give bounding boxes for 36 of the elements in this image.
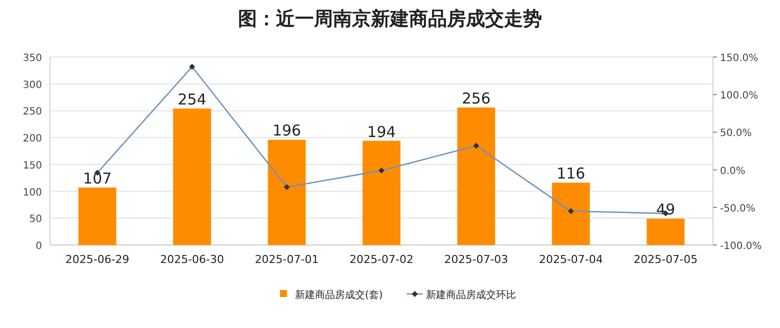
y2-tick-label: 150.0% [720,53,758,64]
bar [268,140,306,245]
legend-label: 新建商品房成交环比 [426,289,516,301]
y2-tick-label: -100.0% [720,241,762,252]
y-tick-label: 250 [22,106,42,118]
legend-label: 新建商品房成交(套) [295,289,383,301]
x-tick-label: 2025-07-05 [634,253,698,266]
y-tick-label: 50 [29,214,42,226]
x-tick-label: 2025-07-02 [350,253,414,266]
bar [457,107,496,245]
bar [78,188,116,245]
y2-tick-label: -50.0% [720,203,756,214]
data-label: 194 [367,122,396,141]
x-tick-label: 2025-07-03 [444,253,508,266]
bar [552,182,590,245]
data-label: 254 [178,90,206,109]
y-tick-label: 150 [22,160,42,172]
data-label: 256 [462,89,491,108]
bar [173,108,212,245]
x-tick-label: 2025-07-01 [254,253,319,266]
bar [362,140,400,245]
data-label: 116 [556,164,586,183]
x-tick-label: 2025-06-29 [65,253,130,266]
y-tick-label: 0 [36,241,42,252]
y-tick-label: 100 [22,187,42,198]
y2-tick-label: 0.0% [720,166,746,177]
y2-tick-label: 100.0% [720,90,758,102]
x-tick-label: 2025-07-04 [538,253,603,266]
y-tick-label: 300 [22,80,42,91]
bar [646,218,685,245]
x-tick-label: 2025-06-30 [160,253,224,266]
y-tick-label: 350 [22,53,42,64]
chart-title: 图：近一周南京新建商品房成交走势 [238,8,542,30]
data-label: 196 [272,122,302,140]
y-tick-label: 200 [22,134,42,145]
y2-tick-label: 50.0% [720,128,752,140]
